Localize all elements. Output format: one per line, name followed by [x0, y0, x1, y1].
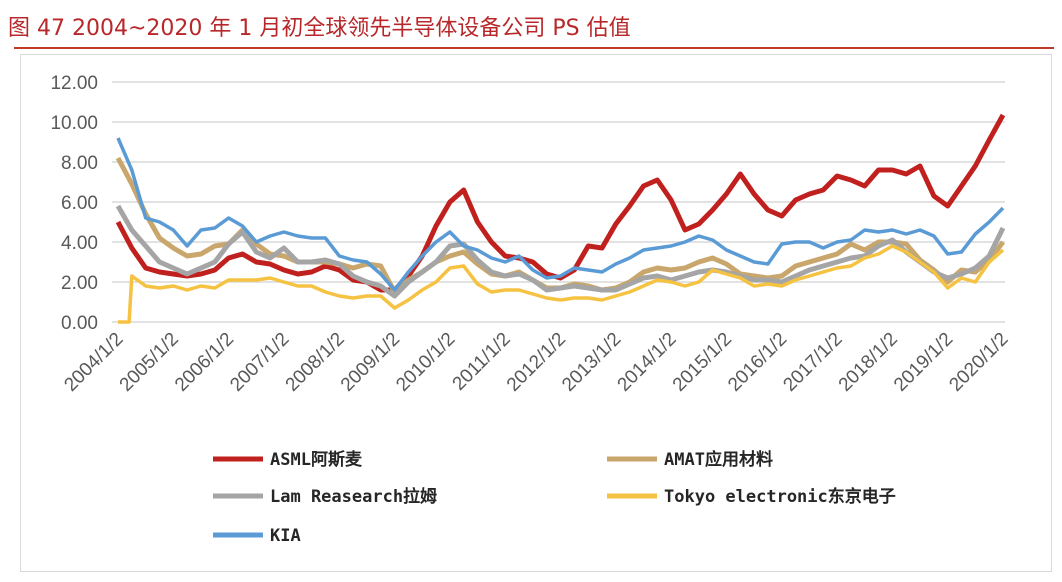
y-tick-label: 10.00: [50, 113, 98, 134]
y-tick-label: 8.00: [61, 153, 98, 174]
x-tick-label: 2004/1/2: [60, 329, 127, 396]
y-tick-label: 4.00: [61, 233, 98, 254]
x-tick-label: 2005/1/2: [116, 329, 183, 396]
series-line-4: [116, 137, 1005, 292]
legend-label: AMAT应用材料: [664, 449, 773, 470]
x-tick-label: 2009/1/2: [337, 329, 404, 396]
x-tick-label: 2011/1/2: [449, 329, 515, 395]
x-tick-label: 2006/1/2: [171, 329, 238, 396]
x-tick-label: 2013/1/2: [558, 329, 625, 396]
y-tick-label: 6.00: [61, 193, 98, 214]
y-tick-label: 2.00: [61, 273, 98, 294]
title-underline: [14, 47, 1054, 49]
x-tick-label: 2020/1/2: [945, 329, 1012, 396]
chart-frame: [20, 54, 1052, 572]
x-tick-label: 2014/1/2: [614, 329, 681, 396]
x-tick-label: 2007/1/2: [226, 329, 293, 396]
x-tick-label: 2010/1/2: [392, 329, 459, 396]
x-tick-label: 2012/1/2: [503, 329, 570, 396]
x-tick-label: 2019/1/2: [890, 329, 957, 396]
series-line-3: [118, 244, 1005, 324]
x-tick-label: 2018/1/2: [835, 329, 902, 396]
legend-label: ASML阿斯麦: [270, 449, 363, 470]
legend-label: KIA: [270, 526, 301, 546]
legend-label: Lam Reasearch拉姆: [270, 486, 437, 507]
x-tick-label: 2008/1/2: [282, 329, 349, 396]
series-line-2: [115, 204, 1006, 299]
x-tick-label: 2015/1/2: [669, 329, 736, 396]
y-tick-label: 12.00: [50, 73, 98, 94]
y-tick-label: 0.00: [61, 313, 98, 334]
series-line-0: [115, 113, 1006, 293]
legend-label: Tokyo electronic东京电子: [664, 486, 896, 507]
x-tick-label: 2016/1/2: [724, 329, 791, 396]
figure-title: 图 47 2004~2020 年 1 月初全球领先半导体设备公司 PS 估值: [8, 16, 631, 41]
x-tick-label: 2017/1/2: [779, 329, 846, 396]
